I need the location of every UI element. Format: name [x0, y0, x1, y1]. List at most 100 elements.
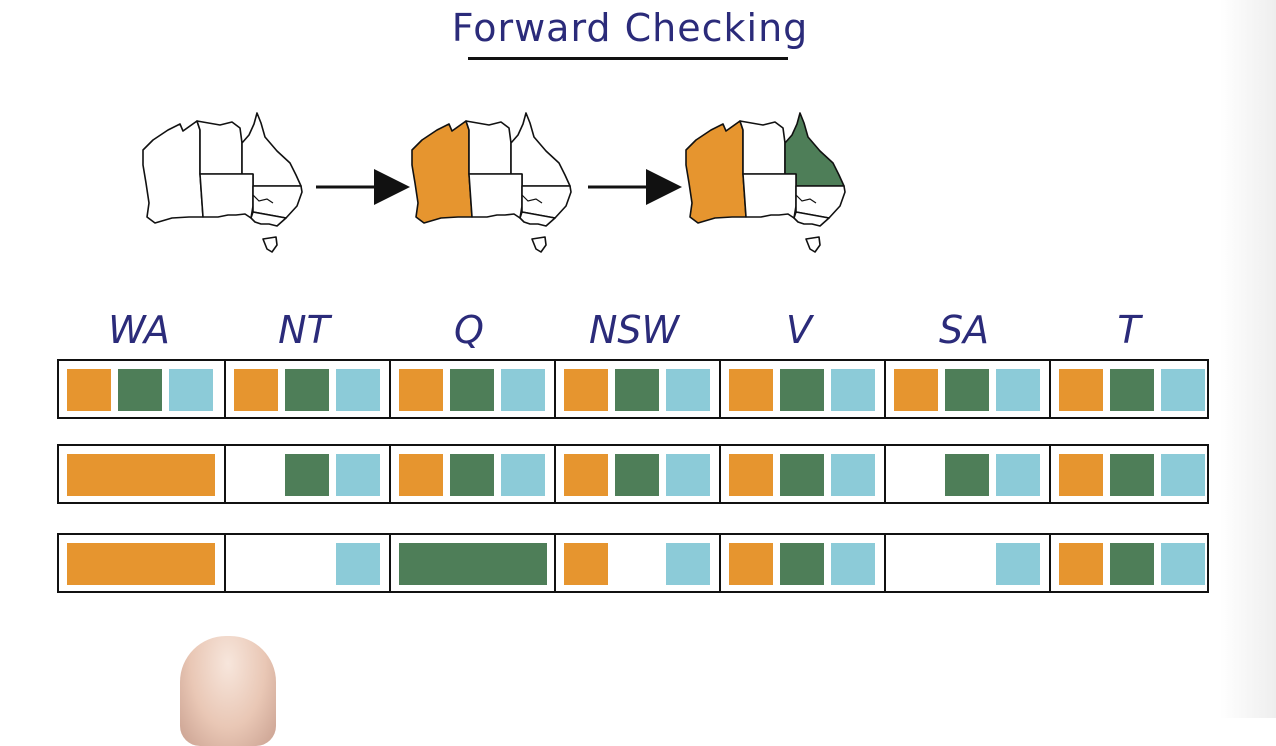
green-swatch: [780, 543, 824, 585]
blue-swatch: [1161, 369, 1205, 411]
region-wa: [411, 120, 473, 224]
cell-v: [719, 535, 884, 591]
green-swatch: [1110, 543, 1154, 585]
region-wa: [685, 120, 747, 224]
blue-swatch: [996, 454, 1040, 496]
cell-nt: [224, 446, 389, 502]
green-swatch: [450, 369, 494, 411]
orange-swatch: [894, 369, 938, 411]
cell-wa: [59, 535, 224, 591]
blue-swatch: [169, 369, 213, 411]
green-swatch: [1110, 369, 1154, 411]
cell-q: [389, 535, 554, 591]
label-v: V: [786, 308, 812, 352]
orange-swatch: [1059, 454, 1103, 496]
orange-swatch: [234, 369, 278, 411]
region-nt: [465, 120, 512, 175]
blue-swatch: [666, 454, 710, 496]
region-border-detail: [521, 194, 543, 204]
blue-swatch: [1161, 543, 1205, 585]
label-sa: SA: [938, 308, 990, 352]
australia-map-3: [685, 112, 846, 253]
cell-sa: [884, 361, 1049, 417]
orange-swatch: [729, 369, 773, 411]
green-swatch: [615, 369, 659, 411]
region-t: [262, 236, 278, 253]
green-swatch: [285, 454, 329, 496]
orange-swatch: [564, 369, 608, 411]
cell-wa: [59, 446, 224, 502]
australia-map-2: [411, 112, 572, 253]
region-nt: [196, 120, 243, 175]
orange-swatch: [67, 369, 111, 411]
domain-row-3: [57, 533, 1209, 593]
domain-row-1: [57, 359, 1209, 419]
green-swatch: [285, 369, 329, 411]
region-v: [519, 211, 556, 227]
blue-swatch: [666, 543, 710, 585]
region-nt: [739, 120, 786, 175]
cell-nsw: [554, 361, 719, 417]
cell-sa: [884, 535, 1049, 591]
label-q: Q: [454, 308, 484, 352]
blue-swatch: [831, 543, 875, 585]
cell-t: [1049, 535, 1214, 591]
region-sa: [742, 173, 797, 219]
slide-title: Forward Checking: [451, 6, 809, 50]
cell-q: [389, 446, 554, 502]
orange-swatch: [564, 543, 608, 585]
assigned-orange-swatch: [67, 543, 215, 585]
region-sa: [199, 173, 254, 219]
right-edge-shadow: [1220, 0, 1276, 718]
green-swatch: [450, 454, 494, 496]
assigned-orange-swatch: [67, 454, 215, 496]
blue-swatch: [336, 369, 380, 411]
green-swatch: [945, 369, 989, 411]
orange-swatch: [399, 454, 443, 496]
slide: Forward Checking WA NT Q NSW V SA T: [57, 0, 1276, 746]
orange-swatch: [399, 369, 443, 411]
orange-swatch: [1059, 543, 1103, 585]
cell-nt: [224, 535, 389, 591]
orange-swatch: [564, 454, 608, 496]
blue-swatch: [996, 369, 1040, 411]
blue-swatch: [996, 543, 1040, 585]
domain-row-2: [57, 444, 1209, 504]
region-border-detail: [252, 194, 274, 204]
blue-swatch: [831, 369, 875, 411]
australia-maps: [142, 112, 846, 253]
region-v: [250, 211, 287, 227]
blue-swatch: [501, 369, 545, 411]
blue-swatch: [1161, 454, 1205, 496]
green-swatch: [780, 454, 824, 496]
australia-map-1: [142, 112, 303, 253]
blue-swatch: [666, 369, 710, 411]
title-underline: [468, 57, 788, 60]
cell-q: [389, 361, 554, 417]
cell-nt: [224, 361, 389, 417]
region-sa: [468, 173, 523, 219]
label-t: T: [1117, 308, 1141, 352]
region-v: [793, 211, 830, 227]
green-swatch: [615, 454, 659, 496]
cell-sa: [884, 446, 1049, 502]
cell-t: [1049, 361, 1214, 417]
region-wa: [142, 120, 204, 224]
green-swatch: [945, 454, 989, 496]
label-nsw: NSW: [588, 308, 680, 352]
blue-swatch: [336, 543, 380, 585]
cell-v: [719, 446, 884, 502]
green-swatch: [780, 369, 824, 411]
cell-t: [1049, 446, 1214, 502]
assigned-green-swatch: [399, 543, 547, 585]
cell-nsw: [554, 535, 719, 591]
cell-v: [719, 361, 884, 417]
region-t: [805, 236, 821, 253]
blue-swatch: [336, 454, 380, 496]
cell-nsw: [554, 446, 719, 502]
label-wa: WA: [108, 308, 170, 352]
orange-swatch: [729, 454, 773, 496]
blue-swatch: [501, 454, 545, 496]
pointing-hand: [180, 636, 276, 746]
green-swatch: [1110, 454, 1154, 496]
